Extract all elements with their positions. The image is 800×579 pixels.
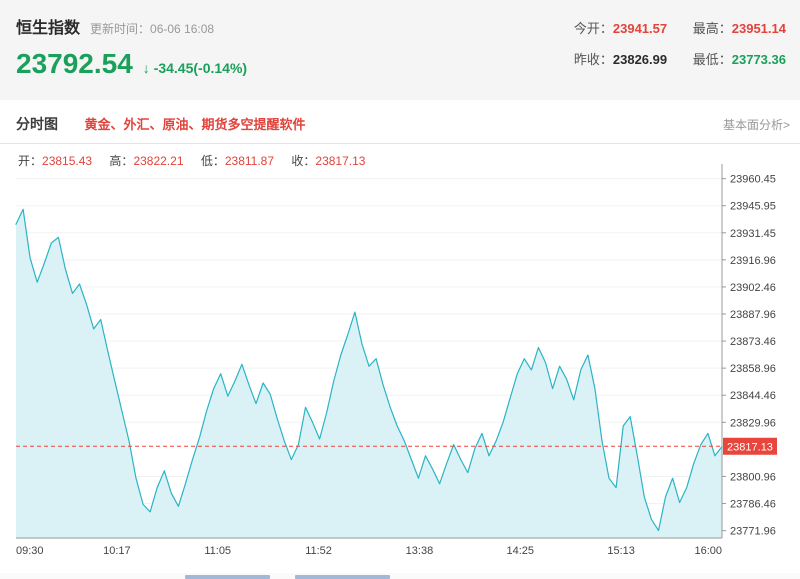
- svg-text:15:13: 15:13: [607, 545, 635, 557]
- clipped-content-block: [295, 575, 390, 579]
- current-price: 23792.54: [16, 48, 133, 79]
- stat-prev-close: 昨收：23826.99: [573, 52, 668, 67]
- stat-today-open: 今开：23941.57: [573, 21, 668, 36]
- clipped-next-section: [0, 573, 800, 579]
- intraday-chart-section: 开：23815.43 高：23822.21 低：23811.87 收：23817…: [0, 144, 800, 577]
- quote-header: 恒生指数 更新时间：06-06 16:08 23792.54 ↓ -34.45(…: [0, 0, 800, 100]
- svg-text:13:38: 13:38: [406, 545, 434, 557]
- down-arrow-icon: ↓: [142, 60, 150, 76]
- ohlc-close-value: 23817.13: [315, 154, 366, 168]
- tab-intraday-chart[interactable]: 分时图: [16, 116, 58, 132]
- svg-text:23931.45: 23931.45: [730, 228, 776, 240]
- svg-text:23829.96: 23829.96: [730, 417, 776, 429]
- svg-text:23817.13: 23817.13: [727, 441, 773, 453]
- stat-day-low: 最低：23773.36: [692, 52, 786, 67]
- svg-text:09:30: 09:30: [16, 545, 44, 557]
- update-time: 更新时间：06-06 16:08: [90, 22, 215, 36]
- svg-text:11:52: 11:52: [305, 545, 332, 557]
- svg-text:23800.96: 23800.96: [730, 471, 776, 483]
- intraday-price-chart: 23960.45 23945.95 23931.45 23916.96 23902.46…: [15, 164, 777, 557]
- ohlc-high-value: 23822.21: [133, 154, 184, 168]
- svg-text:23887.96: 23887.96: [730, 309, 776, 321]
- ohlc-open-label: 开：: [18, 154, 43, 168]
- ohlc-low-label: 低：: [200, 154, 225, 168]
- svg-text:23902.46: 23902.46: [730, 282, 776, 294]
- ohlc-high-label: 高：: [109, 154, 134, 168]
- svg-text:23858.96: 23858.96: [730, 363, 776, 375]
- svg-text:11:05: 11:05: [204, 545, 231, 557]
- svg-text:23771.96: 23771.96: [730, 526, 776, 538]
- change-value: -34.45(-0.14%): [153, 60, 248, 76]
- svg-text:23844.46: 23844.46: [730, 390, 776, 402]
- index-name: 恒生指数: [16, 20, 81, 37]
- stat-day-high: 最高：23951.14: [692, 21, 786, 36]
- svg-text:10:17: 10:17: [103, 545, 131, 557]
- svg-text:23945.95: 23945.95: [730, 201, 776, 213]
- ohlc-low-value: 23811.87: [224, 154, 275, 168]
- svg-text:14:25: 14:25: [507, 545, 535, 557]
- svg-text:23960.45: 23960.45: [730, 174, 776, 186]
- ohlc-close-label: 收：: [291, 154, 316, 168]
- svg-text:16:00: 16:00: [694, 545, 722, 557]
- svg-text:23873.46: 23873.46: [730, 336, 776, 348]
- promo-link[interactable]: 黄金、外汇、原油、期货多空提醒软件: [84, 117, 306, 132]
- svg-text:23786.46: 23786.46: [730, 499, 776, 511]
- svg-text:23916.96: 23916.96: [730, 255, 776, 267]
- ohlc-stats: 开：23815.43 高：23822.21 低：23811.87 收：23817…: [18, 152, 379, 169]
- fundamental-analysis-link[interactable]: 基本面分析>: [722, 118, 790, 132]
- ohlc-open-value: 23815.43: [42, 154, 93, 168]
- clipped-content-block: [185, 575, 270, 579]
- chart-tab-bar: 分时图 黄金、外汇、原油、期货多空提醒软件 基本面分析>: [0, 114, 800, 144]
- quote-stats: 今开：23941.57 最高：23951.14 昨收：23826.99 最低：2…: [574, 18, 786, 80]
- price-change: ↓ -34.45(-0.14%): [143, 60, 247, 76]
